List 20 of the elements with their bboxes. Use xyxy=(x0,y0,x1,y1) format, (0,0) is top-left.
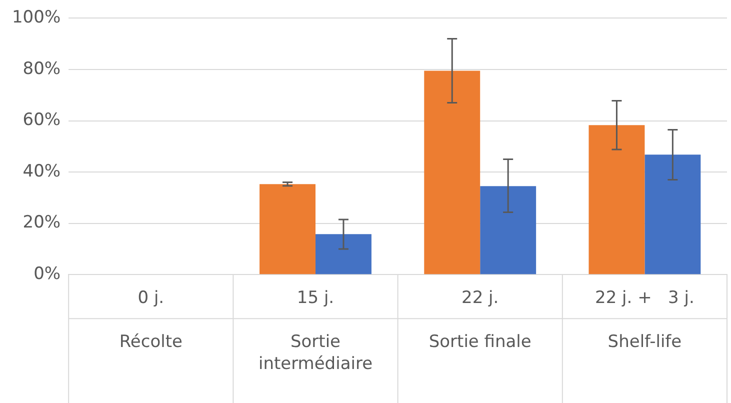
bar xyxy=(424,70,480,274)
bar xyxy=(316,234,372,274)
y-tick-label: 40% xyxy=(22,161,61,182)
y-tick-label: 20% xyxy=(22,212,61,233)
bar xyxy=(260,184,316,274)
y-tick-label: 60% xyxy=(22,110,61,130)
x-tick-label: 22 j. + 3 j. xyxy=(595,288,694,308)
bar xyxy=(644,154,701,274)
x-tick-label: 15 j. xyxy=(296,288,334,308)
text: Sortie intermédiaire xyxy=(258,332,373,374)
text: Récolte xyxy=(119,332,182,352)
x-tick-label: 22 j. xyxy=(462,288,499,308)
text: Shelf-life xyxy=(608,332,682,352)
bar xyxy=(480,186,536,274)
text: Sortie finale xyxy=(428,332,532,352)
y-tick-label: 100% xyxy=(12,8,61,28)
x-tick-label: 0 j. xyxy=(138,288,164,308)
bar xyxy=(588,125,645,274)
y-tick-label: 80% xyxy=(22,58,61,79)
y-tick-label: 0% xyxy=(34,264,61,284)
